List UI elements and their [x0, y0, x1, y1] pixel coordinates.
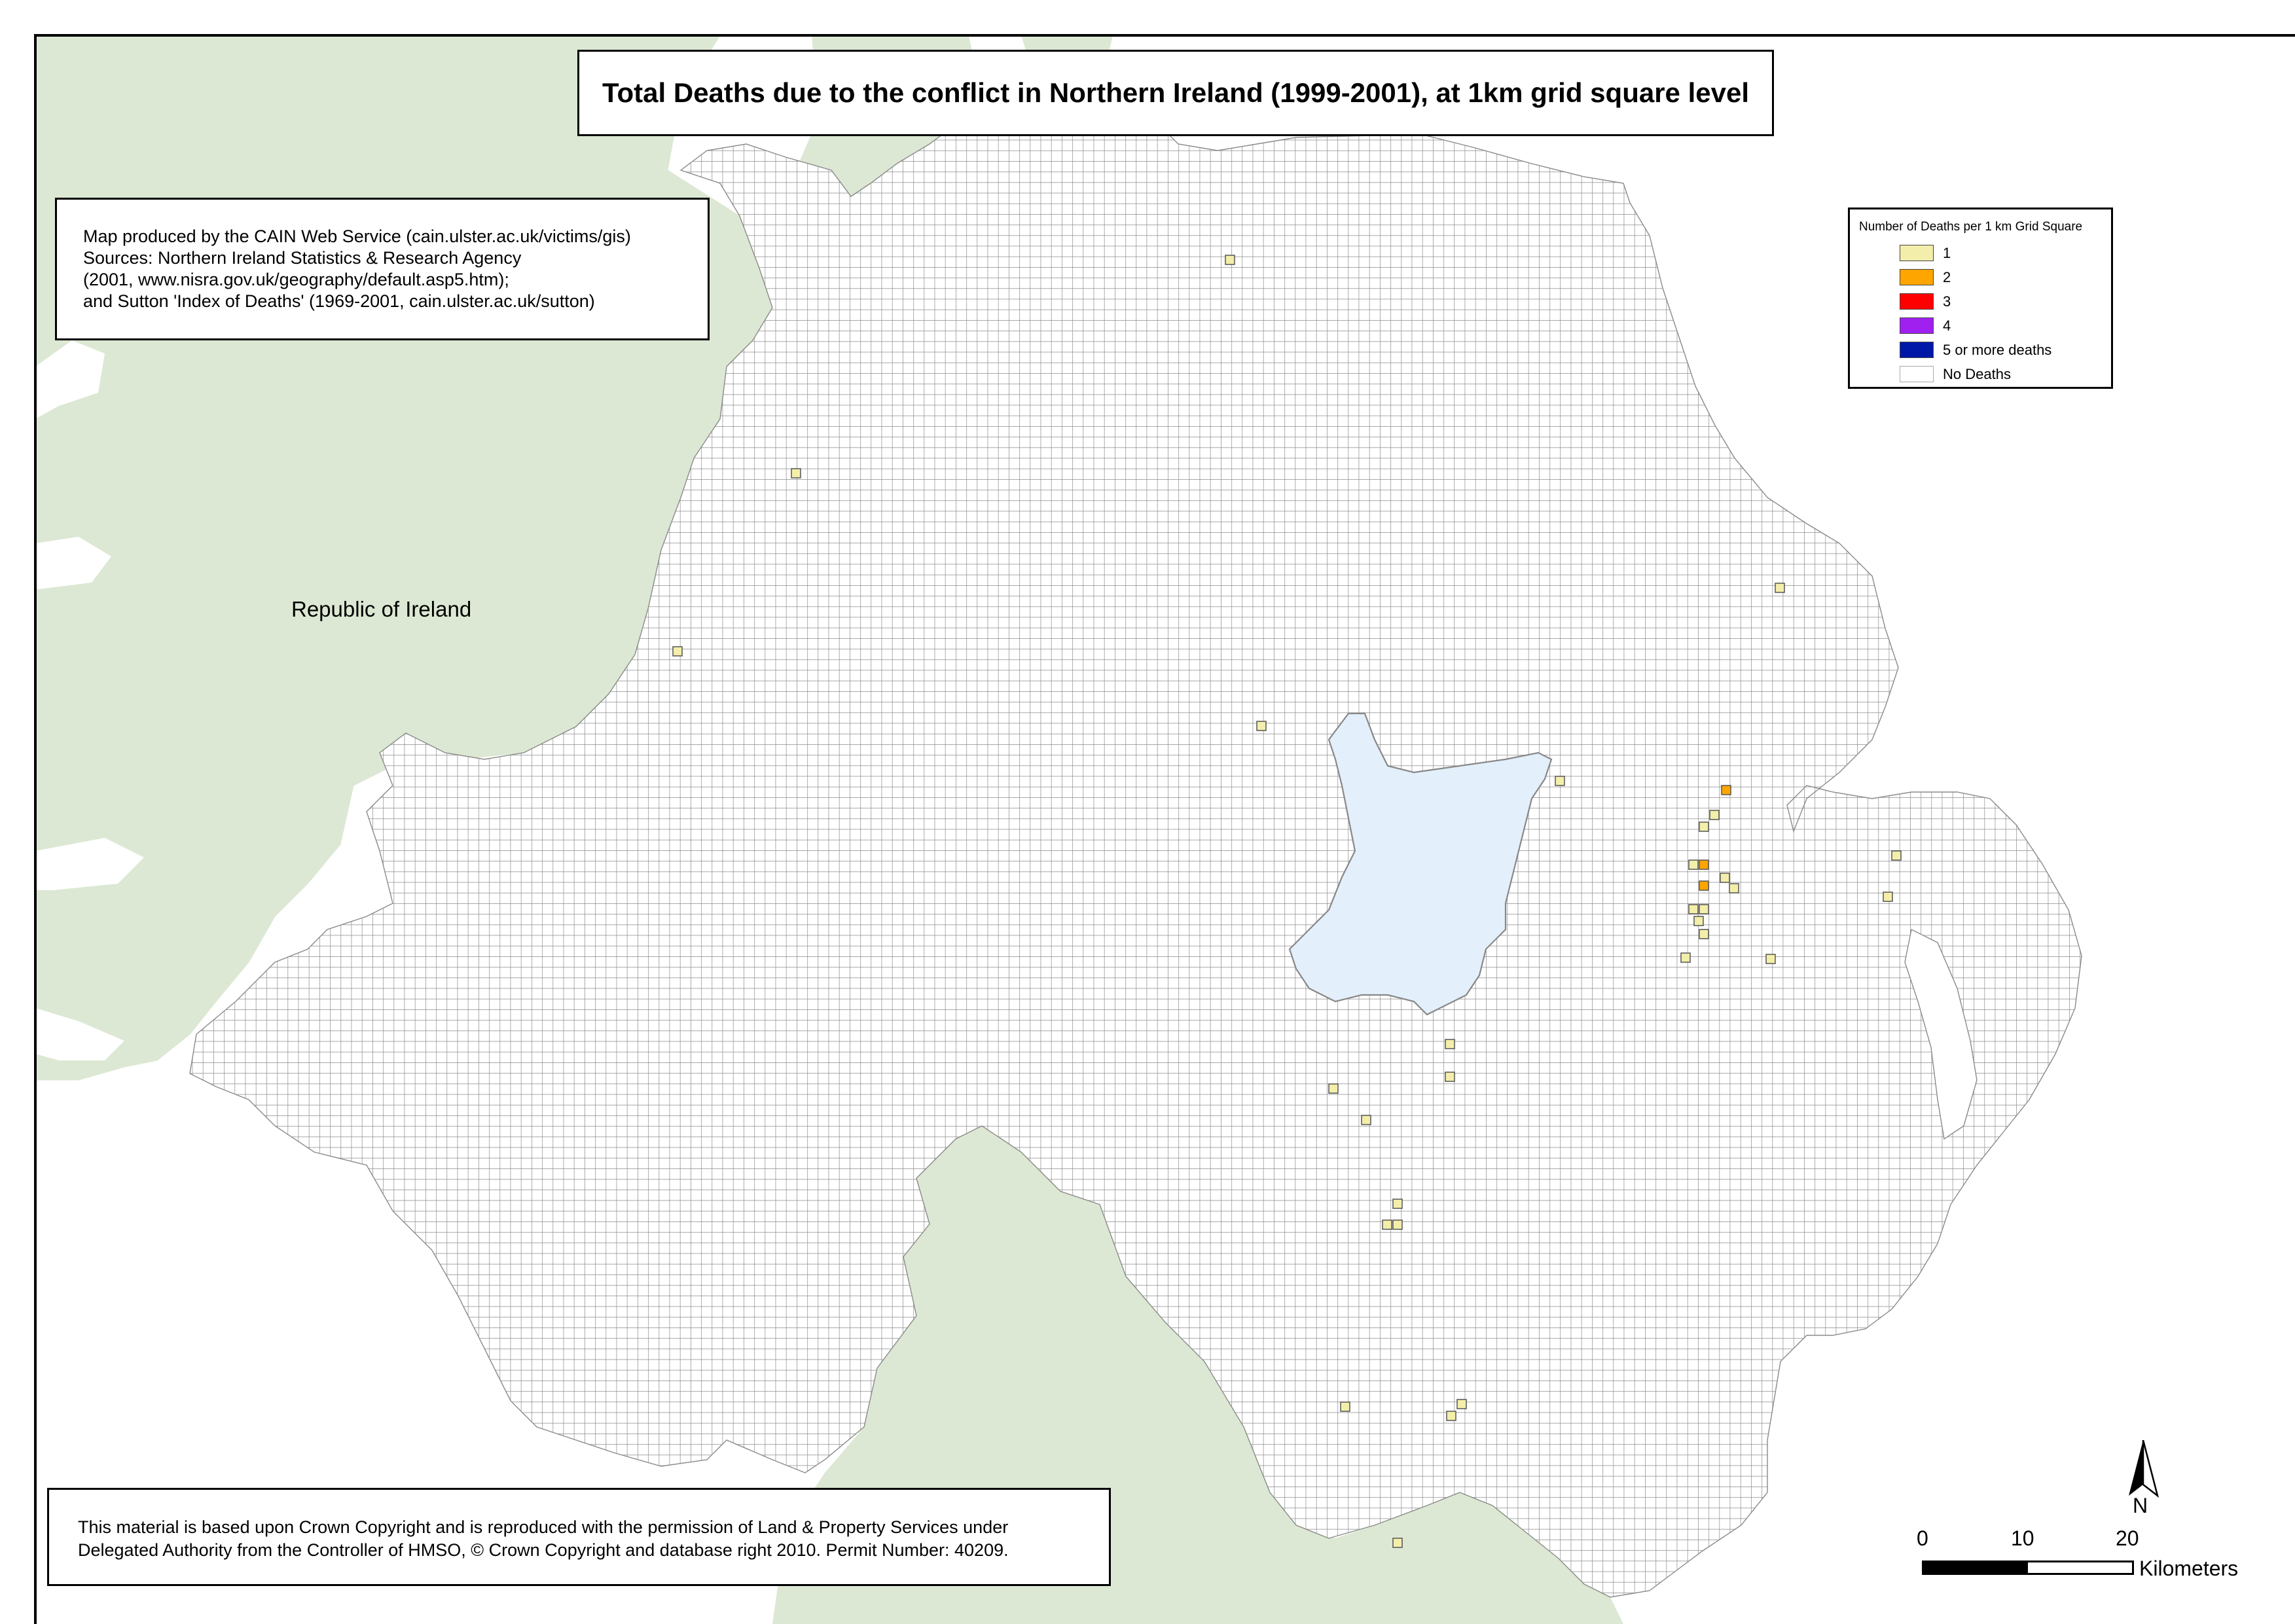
legend-swatch [1900, 269, 1934, 285]
legend-label: 1 [1943, 244, 1951, 261]
credit-line: Sources: Northern Ireland Statistics & R… [83, 248, 522, 268]
death-marker-1 [1891, 850, 1902, 861]
death-marker-1 [1456, 1399, 1467, 1409]
death-marker-1 [1392, 1219, 1403, 1230]
death-marker-1 [1720, 873, 1730, 883]
legend-item: No Deaths [1859, 362, 2111, 386]
legend-label: No Deaths [1943, 365, 2011, 382]
death-marker-1 [1699, 929, 1709, 939]
scale-tick: 0 [1917, 1526, 1928, 1550]
legend-label: 2 [1943, 268, 1951, 285]
death-marker-1 [1445, 1072, 1455, 1082]
death-marker-1 [1328, 1083, 1339, 1094]
map-frame [34, 34, 2295, 1624]
death-marker-1 [1680, 952, 1691, 963]
credit-box: Map produced by the CAIN Web Service (ca… [55, 198, 710, 340]
death-marker-2 [1699, 880, 1709, 891]
place-label-republic-of-ireland: Republic of Ireland [291, 597, 472, 621]
legend-item: 5 or more deaths [1859, 338, 2111, 362]
death-marker-1 [672, 646, 683, 657]
legend-swatch [1900, 245, 1934, 261]
lough-neagh [1288, 712, 1553, 1016]
scale-tick: 20 [2116, 1526, 2139, 1550]
death-marker-1 [1361, 1115, 1371, 1125]
legend-swatch [1900, 366, 1934, 382]
sea-inlet-1 [35, 340, 105, 419]
strangford-lough [1904, 928, 1978, 1140]
death-marker-1 [1709, 810, 1720, 820]
death-marker-2 [1721, 785, 1731, 795]
credit-line: (2001, www.nisra.gov.uk/geography/defaul… [83, 270, 509, 289]
death-marker-1 [1392, 1199, 1403, 1209]
legend-swatch [1900, 342, 1934, 358]
death-marker-1 [1382, 1219, 1392, 1230]
death-marker-1 [1729, 883, 1739, 893]
legend: Number of Deaths per 1 km Grid Square 1 … [1848, 208, 2113, 389]
scale-bar-graphic [1922, 1561, 2134, 1575]
credit-line: and Sutton 'Index of Deaths' (1969-2001,… [83, 291, 595, 311]
copyright-line: This material is based upon Crown Copyri… [78, 1517, 1009, 1537]
death-marker-1 [1256, 721, 1267, 731]
death-marker-1 [1688, 904, 1699, 914]
title-box: Total Deaths due to the conflict in Nort… [577, 50, 1774, 136]
legend-swatch [1900, 293, 1934, 310]
death-marker-1 [1693, 916, 1704, 926]
death-marker-1 [1699, 904, 1709, 914]
death-marker-2 [1699, 859, 1709, 870]
scale-unit: Kilometers [2139, 1557, 2239, 1580]
death-marker-1 [1883, 892, 1893, 902]
death-marker-1 [1555, 776, 1565, 786]
legend-label: 3 [1943, 293, 1951, 310]
death-marker-1 [791, 468, 801, 478]
death-marker-1 [1445, 1039, 1455, 1049]
copyright-box: This material is based upon Crown Copyri… [47, 1488, 1111, 1586]
sea-inlet-4 [35, 1008, 124, 1060]
legend-item: 2 [1859, 265, 2111, 289]
sea-inlet-2 [35, 537, 111, 589]
legend-title: Number of Deaths per 1 km Grid Square [1859, 220, 2083, 234]
death-markers [672, 255, 1902, 1548]
legend-item: 1 [1859, 241, 2111, 265]
death-marker-1 [1225, 255, 1235, 265]
credit-line: Map produced by the CAIN Web Service (ca… [83, 226, 631, 246]
page-title: Total Deaths due to the conflict in Nort… [602, 77, 1749, 108]
death-marker-1 [1775, 583, 1785, 593]
legend-swatch [1900, 317, 1934, 334]
copyright-line: Delegated Authority from the Controller … [78, 1540, 1009, 1560]
legend-label: 4 [1943, 317, 1951, 334]
death-marker-1 [1392, 1538, 1403, 1548]
scale-tick: 10 [2011, 1526, 2034, 1550]
legend-item: 4 [1859, 314, 2111, 338]
sea-inlet-3 [35, 838, 144, 890]
death-marker-1 [1340, 1401, 1350, 1412]
death-marker-1 [1765, 954, 1776, 964]
legend-item: 3 [1859, 289, 2111, 314]
death-marker-1 [1699, 821, 1709, 832]
scale-bar: 0 10 20 Kilometers [1911, 1526, 2252, 1585]
north-arrow-icon [2129, 1440, 2159, 1498]
death-marker-1 [1688, 859, 1699, 870]
legend-label: 5 or more deaths [1943, 341, 2052, 358]
death-marker-1 [1446, 1411, 1456, 1421]
north-label: N [2133, 1494, 2148, 1517]
